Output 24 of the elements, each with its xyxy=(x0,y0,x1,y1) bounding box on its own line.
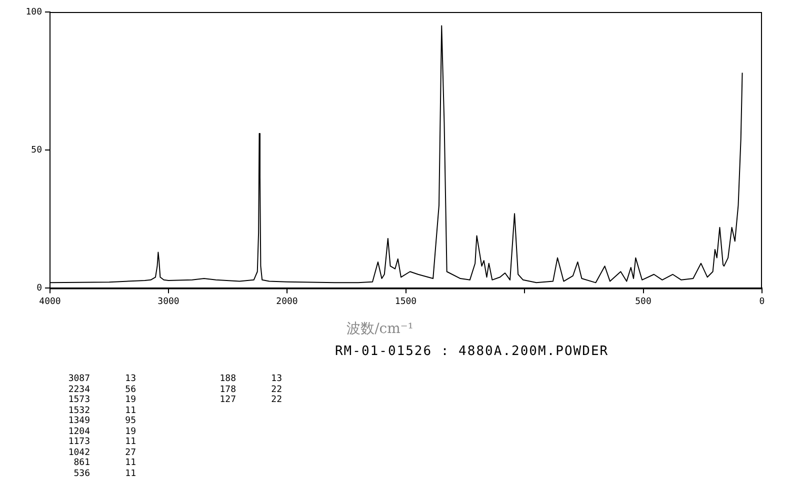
text: 536 11 xyxy=(74,468,136,478)
text: 2234 56 xyxy=(68,384,136,394)
text: 1532 11 xyxy=(68,406,136,416)
text: 127 22 xyxy=(220,395,282,405)
text: 1204 19 xyxy=(68,426,136,436)
x-tick-label: 4000 xyxy=(39,296,61,307)
text: 178 22 xyxy=(220,384,282,394)
text: 1173 11 xyxy=(68,437,136,447)
y-tick-label: 50 xyxy=(31,145,42,156)
x-tick-label: 1500 xyxy=(395,296,417,307)
y-tick-label: 0 xyxy=(36,284,42,294)
text: 1573 19 xyxy=(68,395,136,405)
text: 3087 13 xyxy=(68,374,136,384)
y-tick-label: 100 xyxy=(26,7,42,18)
text: 861 11 xyxy=(74,458,136,468)
x-tick-label: 3000 xyxy=(158,296,180,307)
text: RM-01-01526 : 4880A.200M.POWDER xyxy=(334,344,609,359)
x-tick-label: 2000 xyxy=(276,296,298,307)
x-tick-label: 500 xyxy=(635,296,652,307)
x-axis-title: 波数/cm⁻¹ xyxy=(346,320,414,338)
x-tick-label: 0 xyxy=(760,296,766,307)
text: 1042 27 xyxy=(68,448,136,458)
text: 1349 95 xyxy=(68,416,136,426)
text: 188 13 xyxy=(220,374,282,384)
